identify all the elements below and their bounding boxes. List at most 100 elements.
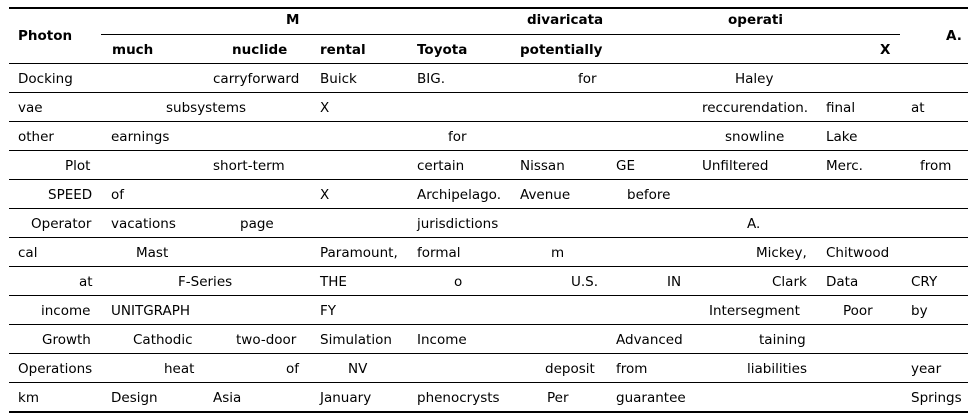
table-cell: of — [286, 361, 300, 377]
table-cell: Docking — [18, 71, 73, 87]
table-cell: Lake — [826, 129, 858, 145]
table-cell: IN — [667, 274, 682, 290]
table-cell: income — [41, 303, 91, 319]
table-cell: F-Series — [178, 274, 233, 290]
table-cell: vae — [18, 100, 43, 116]
table-cell: Springs — [911, 390, 962, 406]
header-m: M — [286, 12, 300, 28]
table-cell: year — [911, 361, 942, 377]
table-cell: THE — [320, 274, 347, 290]
row-divider — [9, 179, 968, 180]
table-cell: phenocrysts — [417, 390, 500, 406]
table-cell: for — [448, 129, 467, 145]
row-divider — [9, 266, 968, 267]
table-cell: Intersegment — [709, 303, 800, 319]
table-cell: from — [616, 361, 648, 377]
table-cell: final — [826, 100, 856, 116]
table-cell: Simulation — [320, 332, 392, 348]
table-cell: SPEED — [48, 187, 93, 203]
table-cell: guarantee — [616, 390, 686, 406]
header-much: much — [112, 42, 154, 58]
table-cell: Poor — [843, 303, 873, 319]
row-divider — [9, 208, 968, 209]
header-operati: operati — [728, 12, 783, 28]
table-cell: Design — [111, 390, 158, 406]
table-cell: January — [320, 390, 372, 406]
table-cell: NV — [348, 361, 368, 377]
header-x: X — [880, 42, 891, 58]
table-cell: Mast — [136, 245, 169, 261]
table-cell: Chitwood — [826, 245, 890, 261]
table-cell: certain — [417, 158, 465, 174]
header-nuclide: nuclide — [232, 42, 288, 58]
table-cell: Plot — [65, 158, 91, 174]
table-cell: Advanced — [616, 332, 683, 348]
row-divider — [9, 324, 968, 325]
row-divider — [9, 295, 968, 296]
table-cell: two-door — [236, 332, 297, 348]
table-cell: Unfiltered — [702, 158, 769, 174]
table-cell: reccurendation. — [702, 100, 809, 116]
table-cell: of — [111, 187, 125, 203]
table-cell: Paramount, — [320, 245, 398, 261]
table-cell: at — [911, 100, 925, 116]
row-divider — [9, 92, 968, 93]
header-toyota: Toyota — [417, 42, 468, 58]
table-cell: A. — [747, 216, 761, 232]
row-divider — [9, 353, 968, 354]
table-cell: Nissan — [520, 158, 565, 174]
table-cell: deposit — [545, 361, 595, 377]
table-cell: taining — [759, 332, 806, 348]
header-bottom-rule — [9, 63, 968, 64]
table-cell: X — [320, 100, 330, 116]
table-cell: GE — [616, 158, 635, 174]
table-cell: Income — [417, 332, 467, 348]
table-cell: Avenue — [520, 187, 571, 203]
table-cell: jurisdictions — [417, 216, 499, 232]
table-cell: formal — [417, 245, 461, 261]
table-cell: liabilities — [747, 361, 807, 377]
table-cell: Clark — [772, 274, 807, 290]
table-cell: cal — [18, 245, 38, 261]
table-cell: Archipelago. — [417, 187, 501, 203]
table-cell: snowline — [725, 129, 785, 145]
table-cell: before — [627, 187, 671, 203]
table-cell: FY — [320, 303, 337, 319]
table-cell: BIG. — [417, 71, 445, 87]
row-divider — [9, 382, 968, 383]
table-cell: heat — [164, 361, 195, 377]
table-cell: page — [240, 216, 274, 232]
table-cell: Mickey, — [756, 245, 807, 261]
table-cell: carryforward — [213, 71, 300, 87]
table-cell: at — [79, 274, 93, 290]
header-potentially: potentially — [520, 42, 603, 58]
header-group-rule — [101, 34, 900, 35]
table-cell: Haley — [735, 71, 774, 87]
row-divider — [9, 237, 968, 238]
row-divider — [9, 150, 968, 151]
header-a: A. — [946, 28, 962, 44]
table-cell: vacations — [111, 216, 176, 232]
table-cell: o — [454, 274, 463, 290]
table-cell: Asia — [213, 390, 242, 406]
table-cell: by — [911, 303, 928, 319]
table-cell: Buick — [320, 71, 357, 87]
table-cell: short-term — [213, 158, 285, 174]
table-cell: Per — [547, 390, 569, 406]
table-cell: km — [18, 390, 39, 406]
header-rental: rental — [320, 42, 366, 58]
table-cell: other — [18, 129, 54, 145]
table-cell: Cathodic — [133, 332, 193, 348]
table-bottom-rule — [9, 411, 968, 413]
table-cell: Data — [826, 274, 859, 290]
table-top-rule — [9, 7, 968, 9]
table-cell: Operator — [31, 216, 92, 232]
row-divider — [9, 121, 968, 122]
table-cell: UNITGRAPH — [111, 303, 191, 319]
header-photon: Photon — [18, 28, 73, 44]
table-cell: m — [551, 245, 565, 261]
table-cell: from — [920, 158, 952, 174]
table-cell: subsystems — [166, 100, 246, 116]
table-cell: Operations — [18, 361, 93, 377]
